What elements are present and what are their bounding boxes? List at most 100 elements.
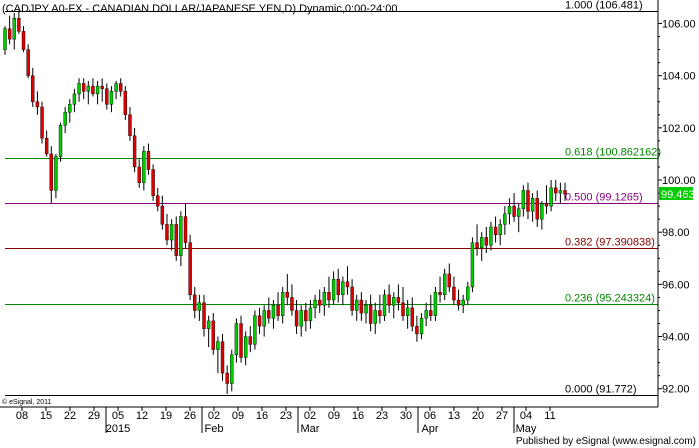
candle — [331, 271, 336, 306]
candle-body — [364, 305, 368, 314]
candle-body — [563, 190, 567, 195]
candle — [433, 286, 438, 321]
candle — [276, 292, 280, 321]
candle-body — [114, 83, 118, 92]
candle-body — [100, 85, 104, 89]
chart-title: (CADJPY A0-FX - CANADIAN DOLLAR/JAPANESE… — [2, 3, 398, 15]
candle-body — [169, 224, 174, 241]
candle — [442, 268, 447, 301]
candle-body — [12, 18, 16, 40]
candle — [517, 203, 521, 233]
published-by-text: Published by eSignal (www.esignal.com) — [516, 436, 696, 447]
candle — [179, 211, 183, 267]
candle-body — [475, 242, 479, 249]
candle-body — [415, 325, 419, 335]
candle — [17, 10, 21, 34]
candle — [410, 297, 414, 332]
candle — [512, 193, 516, 222]
candle-body — [54, 156, 58, 191]
candle-body — [105, 88, 109, 105]
candle — [318, 289, 322, 314]
candle-body — [225, 372, 229, 384]
candle — [447, 263, 451, 293]
candle-body — [7, 28, 12, 40]
candle — [31, 67, 35, 107]
candle-body — [526, 190, 530, 212]
candle — [526, 182, 530, 220]
candle — [72, 88, 77, 113]
candle — [54, 153, 58, 199]
candle-body — [396, 297, 401, 303]
candle-body — [216, 341, 220, 350]
candle — [475, 224, 479, 256]
candle-body — [308, 307, 313, 322]
candle — [239, 315, 243, 363]
candle — [415, 315, 419, 342]
candle — [290, 284, 294, 316]
candle-body — [290, 297, 294, 311]
candle-body — [276, 305, 280, 316]
candle — [225, 365, 229, 394]
candle-body — [294, 310, 299, 327]
candle-body — [267, 310, 271, 319]
candle — [299, 305, 303, 337]
candle — [535, 190, 539, 227]
candle-body — [299, 310, 303, 327]
candle — [151, 164, 155, 201]
candle-body — [197, 302, 202, 311]
candle-body — [535, 198, 539, 220]
candle-body — [285, 292, 290, 298]
candle — [294, 300, 299, 334]
candle — [368, 294, 373, 332]
candle — [401, 286, 405, 321]
month-label: 2015 — [106, 423, 130, 435]
candle — [419, 313, 424, 340]
candle — [253, 310, 257, 350]
candle — [188, 234, 192, 301]
candle — [86, 80, 91, 105]
candle — [345, 266, 350, 295]
candle-body — [3, 28, 7, 50]
y-tick-label: 100.00 — [662, 175, 696, 187]
candle-body — [230, 354, 234, 384]
candle — [322, 286, 327, 316]
candle — [109, 86, 114, 113]
candle — [91, 78, 95, 97]
candle-body — [35, 101, 40, 108]
candle — [81, 78, 86, 100]
candle-body — [174, 224, 178, 256]
candle — [378, 294, 382, 324]
candle-body — [202, 302, 206, 329]
candle-body — [558, 190, 563, 194]
candle — [466, 281, 470, 306]
candle-body — [63, 111, 67, 126]
candle — [308, 300, 313, 329]
candle-body — [304, 310, 308, 322]
candle — [3, 26, 7, 55]
candle-body — [419, 318, 424, 335]
candle-body — [318, 299, 322, 306]
candle-body — [86, 85, 91, 92]
candle-body — [554, 187, 558, 194]
candle — [558, 182, 563, 204]
candle-body — [243, 336, 248, 358]
y-tick-label: 92.00 — [662, 384, 690, 396]
y-tick-label: 106.00 — [662, 18, 696, 30]
x-tick-label: 11 — [544, 410, 555, 422]
candle — [507, 198, 512, 225]
fib-level-label: 0.500 (99.1265) — [565, 192, 643, 204]
x-tick-label: 30 — [400, 410, 412, 422]
candle-body — [382, 294, 387, 316]
candle-body — [137, 166, 141, 183]
candle-body — [387, 294, 391, 306]
candle-body — [17, 18, 21, 32]
candle — [479, 232, 484, 261]
x-tick-label: 02 — [304, 410, 316, 422]
candle-body — [512, 205, 516, 217]
candle-body — [410, 307, 414, 327]
candle-body — [355, 299, 359, 311]
candle-body — [77, 83, 81, 95]
candle-body — [507, 205, 512, 215]
